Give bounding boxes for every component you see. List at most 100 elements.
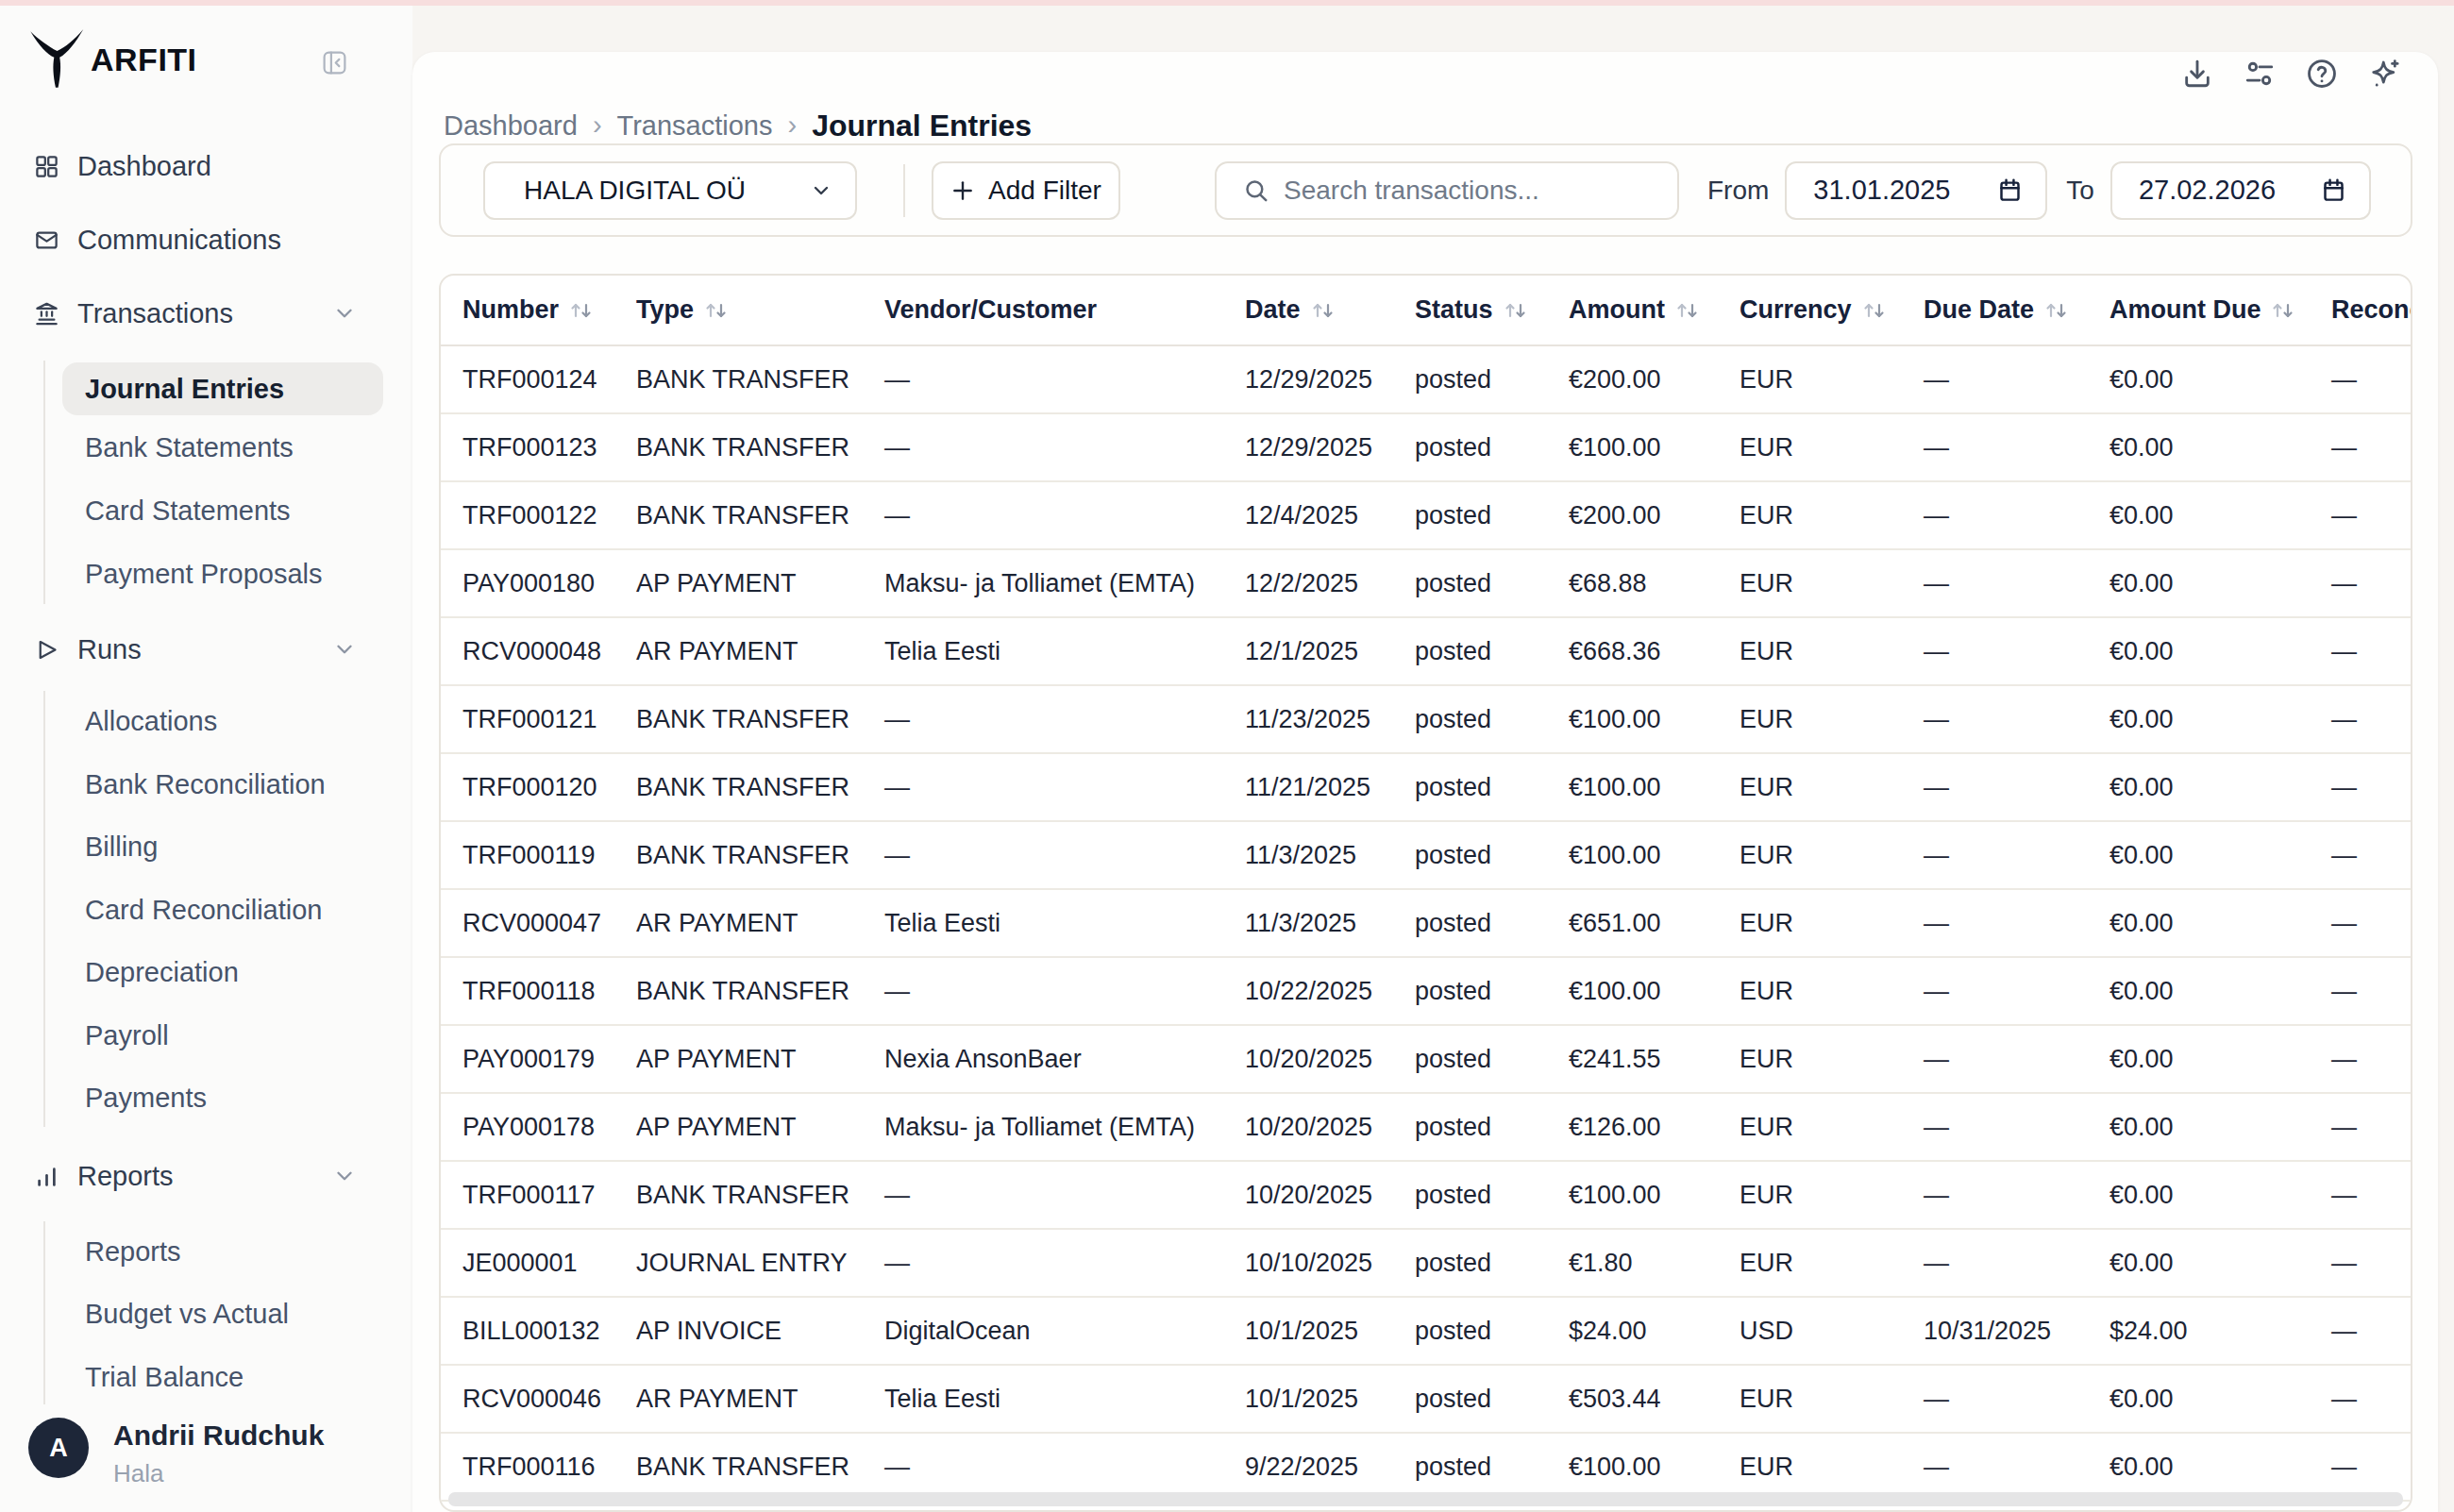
col-header-due-date[interactable]: Due Date [1924,276,2109,345]
sidebar-item-runs[interactable]: Runs [0,623,412,676]
cell-recon: — [2331,753,2412,821]
cell-amount: €100.00 [1569,413,1740,481]
sidebar-item-trial-balance[interactable]: Trial Balance [62,1351,383,1403]
cell-date: 9/22/2025 [1245,1433,1415,1501]
user-profile[interactable]: A Andrii Rudchuk Hala [28,1418,324,1488]
breadcrumb-transactions[interactable]: Transactions [617,110,773,142]
sidebar-collapse-icon[interactable] [321,49,348,76]
sidebar-item-card-reconciliation[interactable]: Card Reconciliation [62,883,383,936]
cell-vendor: — [884,413,1245,481]
table-row[interactable]: TRF000116 BANK TRANSFER — 9/22/2025 post… [441,1433,2412,1501]
cell-due-date: — [1924,821,2109,889]
cell-date: 11/3/2025 [1245,821,1415,889]
chevron-down-icon [332,301,357,326]
cell-vendor: — [884,1161,1245,1229]
cell-vendor: Maksu- ja Tolliamet (EMTA) [884,549,1245,617]
cell-currency: EUR [1740,889,1924,957]
sidebar-item-payment-proposals[interactable]: Payment Proposals [62,547,383,600]
user-name: Andrii Rudchuk [113,1420,324,1452]
sidebar-item-bank-reconciliation[interactable]: Bank Reconciliation [62,758,383,811]
cell-currency: EUR [1740,413,1924,481]
horizontal-scrollbar[interactable] [448,1492,2403,1506]
table-row[interactable]: TRF000121 BANK TRANSFER — 11/23/2025 pos… [441,685,2412,753]
brand-name: ARFITI [91,42,197,78]
col-header-number[interactable]: Number [441,276,636,345]
table-row[interactable]: RCV000047 AR PAYMENT Telia Eesti 11/3/20… [441,889,2412,957]
table-row[interactable]: JE000001 JOURNAL ENTRY — 10/10/2025 post… [441,1229,2412,1297]
col-header-reconciled[interactable]: Reconciled [2331,276,2412,345]
cell-due-date: — [1924,1093,2109,1161]
to-date-input[interactable]: 27.02.2026 [2110,161,2371,220]
sidebar-item-journal-entries[interactable]: Journal Entries [62,362,383,415]
table-row[interactable]: BILL000132 AP INVOICE DigitalOcean 10/1/… [441,1297,2412,1365]
cell-number: TRF000124 [441,345,636,413]
nav-indent-guide [43,361,45,604]
table-row[interactable]: TRF000119 BANK TRANSFER — 11/3/2025 post… [441,821,2412,889]
cell-amount: €100.00 [1569,685,1740,753]
cell-due-date: — [1924,617,2109,685]
col-header-date[interactable]: Date [1245,276,1415,345]
cell-type: BANK TRANSFER [636,1433,884,1501]
sliders-icon[interactable] [2244,58,2276,90]
sidebar-item-label: Dashboard [77,151,211,182]
cell-type: BANK TRANSFER [636,413,884,481]
sidebar-item-communications[interactable]: Communications [0,213,412,266]
table-row[interactable]: TRF000120 BANK TRANSFER — 11/21/2025 pos… [441,753,2412,821]
sidebar-item-reports-sub[interactable]: Reports [62,1225,383,1278]
cell-number: TRF000119 [441,821,636,889]
table-row[interactable]: TRF000122 BANK TRANSFER — 12/4/2025 post… [441,481,2412,549]
download-icon[interactable] [2181,58,2213,90]
cell-type: AP PAYMENT [636,1093,884,1161]
table-row[interactable]: RCV000046 AR PAYMENT Telia Eesti 10/1/20… [441,1365,2412,1433]
table-row[interactable]: RCV000048 AR PAYMENT Telia Eesti 12/1/20… [441,617,2412,685]
sparkles-icon[interactable] [2368,58,2400,90]
cell-recon: — [2331,1297,2412,1365]
sidebar-item-depreciation[interactable]: Depreciation [62,946,383,999]
table-row[interactable]: PAY000179 AP PAYMENT Nexia AnsonBaer 10/… [441,1025,2412,1093]
sort-icon [2043,299,2069,322]
table-row[interactable]: PAY000180 AP PAYMENT Maksu- ja Tolliamet… [441,549,2412,617]
cell-number: TRF000120 [441,753,636,821]
sidebar-item-budget-vs-actual[interactable]: Budget vs Actual [62,1287,383,1340]
cell-number: PAY000180 [441,549,636,617]
sidebar-item-dashboard[interactable]: Dashboard [0,140,412,193]
col-header-type[interactable]: Type [636,276,884,345]
brand-logo-icon [28,29,85,90]
from-date-input[interactable]: 31.01.2025 [1785,161,2047,220]
cell-status: posted [1415,821,1569,889]
plus-icon [950,178,975,203]
cell-amount-due: €0.00 [2109,1365,2331,1433]
table-row[interactable]: TRF000124 BANK TRANSFER — 12/29/2025 pos… [441,345,2412,413]
sidebar-item-card-statements[interactable]: Card Statements [62,484,383,537]
table-row[interactable]: TRF000123 BANK TRANSFER — 12/29/2025 pos… [441,413,2412,481]
sidebar-item-transactions[interactable]: Transactions [0,287,412,340]
cell-type: AR PAYMENT [636,1365,884,1433]
sidebar-item-allocations[interactable]: Allocations [62,695,383,748]
table-row[interactable]: PAY000178 AP PAYMENT Maksu- ja Tolliamet… [441,1093,2412,1161]
sidebar-item-reports[interactable]: Reports [0,1150,412,1202]
cell-due-date: — [1924,685,2109,753]
table-row[interactable]: TRF000117 BANK TRANSFER — 10/20/2025 pos… [441,1161,2412,1229]
cell-recon: — [2331,957,2412,1025]
col-header-currency[interactable]: Currency [1740,276,1924,345]
breadcrumb-dashboard[interactable]: Dashboard [444,110,578,142]
sidebar-item-payroll[interactable]: Payroll [62,1009,383,1062]
sidebar-item-bank-statements[interactable]: Bank Statements [62,421,383,474]
cell-recon: — [2331,549,2412,617]
col-header-amount[interactable]: Amount [1569,276,1740,345]
add-filter-button[interactable]: Add Filter [932,161,1120,220]
table-row[interactable]: TRF000118 BANK TRANSFER — 10/22/2025 pos… [441,957,2412,1025]
sidebar-item-billing[interactable]: Billing [62,820,383,873]
cell-vendor: — [884,345,1245,413]
col-header-amount-due[interactable]: Amount Due [2109,276,2331,345]
help-icon[interactable] [2306,58,2338,90]
company-select[interactable]: HALA DIGITAL OÜ [483,161,857,220]
cell-number: TRF000116 [441,1433,636,1501]
cell-date: 10/20/2025 [1245,1093,1415,1161]
cell-date: 12/4/2025 [1245,481,1415,549]
col-header-vendor[interactable]: Vendor/Customer [884,276,1245,345]
search-input[interactable] [1284,176,1661,206]
sidebar-item-payments[interactable]: Payments [62,1071,383,1124]
col-header-status[interactable]: Status [1415,276,1569,345]
cell-currency: EUR [1740,1229,1924,1297]
